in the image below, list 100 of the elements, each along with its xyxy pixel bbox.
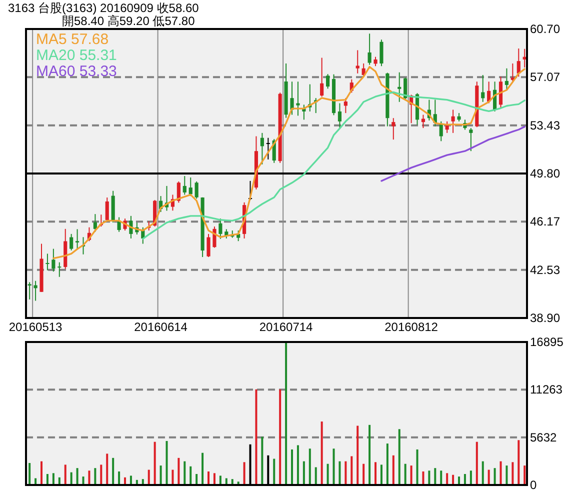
bar [464, 474, 466, 485]
text: MA20 55.31 [36, 47, 117, 64]
y-tick-label: 5632 [530, 430, 558, 444]
y-tick-label: 60.70 [530, 22, 560, 36]
bar [518, 440, 520, 485]
candlestick [392, 118, 396, 140]
candlestick [206, 233, 210, 258]
text: MA60 53.33 [36, 63, 117, 80]
candlestick [46, 253, 50, 271]
x-tick-label: 20160714 [259, 320, 314, 334]
candlestick [194, 180, 198, 200]
candlestick [58, 262, 62, 278]
bar [350, 456, 353, 485]
bar [184, 461, 186, 485]
bar [219, 476, 222, 485]
bar [100, 464, 102, 485]
line-series [380, 126, 526, 182]
bar [118, 471, 120, 485]
bar [392, 455, 394, 485]
bar [202, 452, 204, 485]
bar [344, 461, 347, 485]
bar [243, 462, 246, 485]
bar [482, 461, 484, 485]
bar [291, 449, 294, 485]
candlestick [212, 226, 216, 248]
bar [434, 468, 436, 485]
chart-title: 3163 台股(3163) 20160909 收58.60 [8, 1, 200, 15]
bar [196, 474, 198, 485]
bar [273, 458, 276, 485]
candlestick [182, 176, 186, 196]
bar [302, 461, 305, 485]
bar [154, 442, 156, 485]
bar [255, 389, 258, 485]
bar [320, 422, 323, 485]
bar [356, 426, 359, 485]
bar [64, 464, 66, 485]
candlestick [344, 98, 348, 114]
bar [213, 473, 216, 485]
candlestick [516, 48, 520, 78]
bar [380, 464, 382, 485]
candlestick [451, 109, 455, 134]
bar [398, 429, 400, 485]
bar [404, 464, 406, 485]
bar [94, 468, 96, 485]
bar [52, 473, 54, 485]
candlestick [356, 50, 360, 74]
bar [261, 436, 264, 485]
bar [428, 470, 430, 485]
bar [488, 470, 490, 485]
candlestick [129, 215, 133, 239]
bar [494, 468, 496, 485]
candlestick [398, 72, 402, 102]
candlestick [70, 233, 74, 251]
bar [40, 461, 43, 485]
y-tick-label: 16895 [530, 335, 564, 349]
bar [470, 470, 472, 485]
bar [28, 462, 31, 485]
bar [332, 448, 335, 485]
x-tick-label: 20160812 [384, 320, 438, 334]
bar [386, 444, 388, 485]
bar [166, 440, 168, 485]
candlestick [296, 81, 300, 116]
bar [410, 466, 412, 485]
y-tick-label: 11263 [530, 382, 563, 397]
bar [46, 474, 48, 485]
candlestick [260, 132, 264, 165]
bar [314, 467, 317, 485]
candlestick [105, 196, 109, 222]
y-tick-label: 49.80 [530, 166, 560, 180]
bar [368, 424, 371, 485]
x-tick-label: 20160614 [134, 320, 188, 334]
candlestick [498, 76, 503, 109]
candlestick [481, 74, 485, 102]
candlestick [320, 57, 324, 98]
bar [524, 466, 526, 485]
candlestick [326, 74, 330, 90]
chart-subtitle: 開58.40 高59.20 低57.80 [62, 14, 196, 28]
candlestick [76, 228, 80, 250]
bar [279, 389, 282, 485]
y-tick-label: 42.53 [530, 262, 560, 277]
bar [285, 342, 288, 485]
bar [160, 466, 162, 485]
bar [422, 471, 424, 485]
bar [326, 464, 329, 485]
y-tick-label: 46.17 [530, 214, 560, 229]
candlestick [266, 137, 270, 160]
candlestick [439, 120, 443, 142]
candlestick [374, 56, 378, 67]
bar [374, 462, 377, 485]
candlestick [421, 114, 426, 129]
candlestick [188, 176, 192, 197]
bar [70, 472, 72, 485]
bar [148, 470, 150, 485]
bar [190, 466, 192, 485]
bar [476, 442, 478, 485]
bar [112, 458, 114, 485]
bar [338, 461, 341, 485]
candlestick [504, 68, 509, 90]
bar [500, 461, 502, 485]
candlestick [176, 180, 180, 204]
